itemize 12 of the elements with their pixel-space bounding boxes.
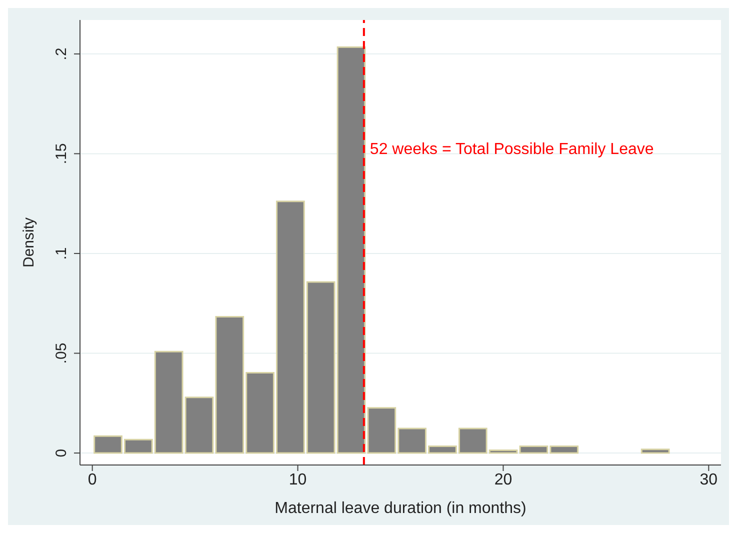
y-tick-label: 0 [53, 448, 70, 458]
y-axis-title: Density [20, 217, 38, 268]
y-tick-label: .15 [53, 143, 70, 164]
x-tick-label: 0 [88, 471, 97, 488]
x-tick-label: 10 [288, 471, 307, 488]
x-tick-label: 30 [700, 471, 718, 488]
ref-line-label: 52 weeks = Total Possible Family Leave [370, 141, 654, 158]
y-tick-label: .1 [53, 247, 70, 260]
y-tick-label: .05 [53, 342, 70, 364]
x-tick-label: 20 [494, 471, 512, 488]
y-tick-label: .2 [53, 48, 70, 60]
x-axis-title: Maternal leave duration (in months) [274, 500, 526, 517]
